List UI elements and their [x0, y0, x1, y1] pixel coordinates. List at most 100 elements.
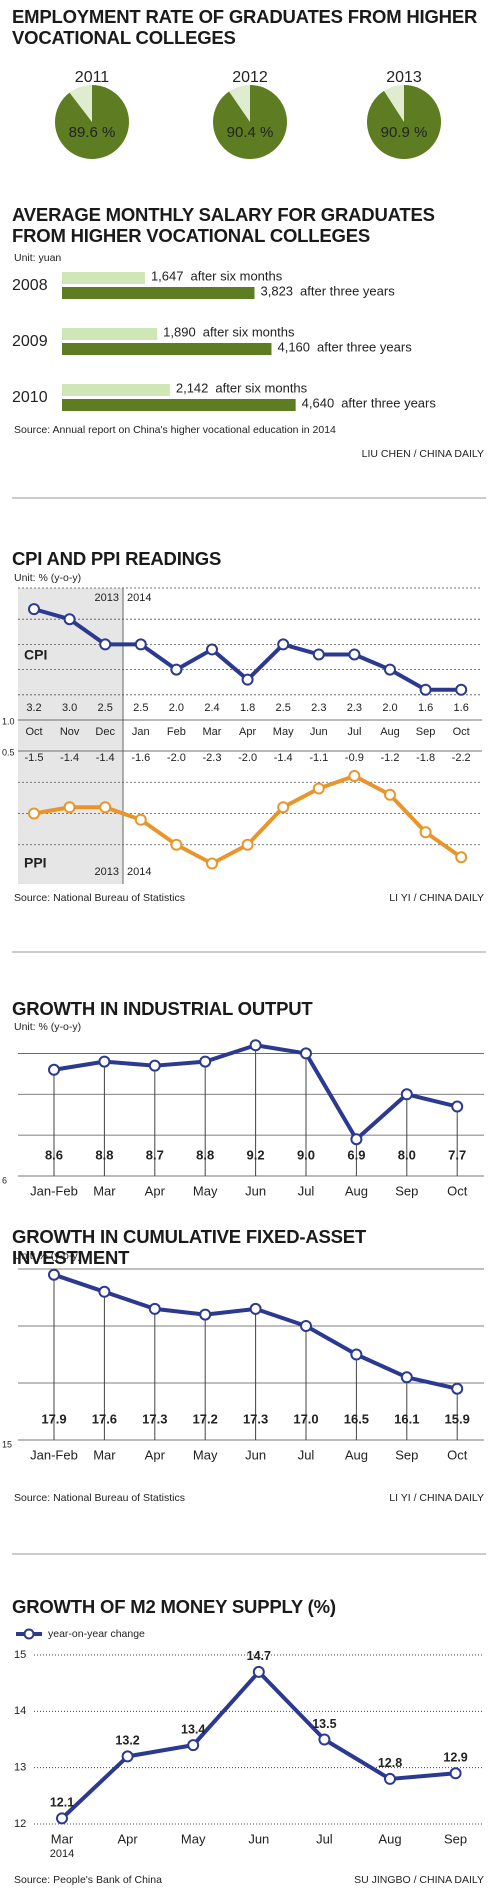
- data-point: [455, 683, 468, 696]
- y-tick-label: 13: [14, 1762, 26, 1774]
- data-point: [48, 1268, 60, 1281]
- data-point: [199, 1308, 212, 1321]
- x-tick-label: May: [193, 1183, 218, 1198]
- x-tick-label: Oct: [447, 1183, 468, 1198]
- value-label: 2.3: [347, 702, 362, 714]
- data-point: [384, 663, 396, 676]
- source: Source: National Bureau of Statistics: [14, 892, 185, 904]
- value-label: 2.5: [276, 702, 291, 714]
- value-label: 15.9: [445, 1411, 470, 1426]
- y-tick-label: 15: [2, 1439, 12, 1449]
- data-point: [384, 1772, 396, 1785]
- value-label: 13.2: [115, 1734, 139, 1748]
- x-tick-label: Sep: [416, 726, 436, 738]
- bar-series-label: after six months: [215, 380, 307, 395]
- year-label: 2014: [127, 866, 151, 878]
- value-label: 8.8: [95, 1147, 113, 1162]
- pie-value-label: 90.4 %: [227, 124, 274, 141]
- value-label: 16.5: [344, 1411, 369, 1426]
- y-tick-label: 15: [14, 1649, 26, 1661]
- data-point: [48, 1063, 60, 1076]
- value-label: 8.7: [146, 1147, 164, 1162]
- data-point: [350, 1133, 363, 1146]
- x-tick-label: Jun: [245, 1447, 266, 1462]
- value-label: -2.0: [167, 752, 186, 764]
- value-label: 9.0: [297, 1147, 315, 1162]
- x-tick-label: Oct: [25, 726, 42, 738]
- y-tick-label: 0.5: [2, 747, 15, 757]
- data-point: [277, 801, 290, 814]
- value-label: 17.2: [193, 1411, 218, 1426]
- x-tick-label: Jan: [132, 726, 150, 738]
- pie-slice: [213, 85, 288, 159]
- value-label: -1.6: [131, 752, 150, 764]
- data-point: [170, 838, 183, 851]
- data-point: [419, 826, 432, 839]
- source: Source: Annual report on China's higher …: [14, 424, 336, 436]
- pie-year: 2011: [75, 69, 110, 86]
- data-point: [206, 857, 218, 870]
- data-point: [451, 1100, 464, 1113]
- bar-series-label: after three years: [300, 283, 395, 298]
- bar-series-label: after six months: [203, 324, 295, 339]
- data-point: [451, 1382, 464, 1395]
- x-tick-label: Aug: [378, 1831, 401, 1846]
- pie-slice: [54, 85, 129, 159]
- data-point: [300, 1320, 312, 1332]
- value-label: 1.6: [454, 702, 469, 714]
- y-tick-label: 6: [2, 1175, 7, 1185]
- data-point: [206, 643, 218, 656]
- x-tick-label: Apr: [117, 1831, 138, 1846]
- unit-label: Unit: yuan: [14, 252, 61, 264]
- year-label: 2013: [95, 866, 119, 878]
- data-point: [455, 851, 468, 864]
- pie-year: 2012: [232, 69, 268, 86]
- value-label: -1.2: [381, 752, 400, 764]
- x-tick-label: Nov: [60, 726, 80, 738]
- data-point: [350, 1348, 363, 1361]
- value-label: 2.3: [311, 702, 326, 714]
- category-label: 2010: [12, 389, 48, 406]
- data-point: [384, 788, 396, 801]
- x-tick-label: Jul: [298, 1183, 315, 1198]
- value-label: 3.0: [62, 702, 77, 714]
- chart-title: CPI AND PPI READINGS: [12, 548, 222, 569]
- data-point: [121, 1750, 134, 1763]
- y-tick-label: 1.0: [2, 716, 15, 726]
- data-point: [28, 807, 40, 820]
- x-tick-label: Aug: [345, 1183, 368, 1198]
- data-point: [199, 1055, 212, 1068]
- value-label: -1.8: [416, 752, 435, 764]
- bar: [62, 343, 272, 355]
- credit: LIU CHEN / CHINA DAILY: [362, 448, 484, 460]
- year-label: 2013: [95, 592, 119, 604]
- value-label: -1.4: [274, 752, 293, 764]
- data-point: [312, 648, 325, 661]
- x-tick-label: Jan-Feb: [30, 1183, 78, 1198]
- value-label: -2.3: [203, 752, 222, 764]
- source: Source: National Bureau of Statistics: [14, 1492, 185, 1504]
- x-tick-label: May: [181, 1831, 206, 1846]
- pie-year: 2013: [386, 69, 422, 86]
- bar: [62, 399, 296, 411]
- x-tick-label: Jul: [347, 726, 361, 738]
- value-label: -1.4: [60, 752, 79, 764]
- shaded-period: [18, 588, 123, 884]
- x-tick-label: Aug: [345, 1447, 368, 1462]
- chart-title: GROWTH OF M2 MONEY SUPPLY (%): [12, 1596, 336, 1617]
- x-tick-label: Oct: [453, 726, 470, 738]
- value-label: 2.5: [133, 702, 148, 714]
- x-tick-label: Mar: [203, 726, 222, 738]
- x-tick-label: Apr: [145, 1183, 166, 1198]
- value-label: 7.7: [448, 1147, 466, 1162]
- value-label: 9.2: [247, 1147, 265, 1162]
- value-label: 8.0: [398, 1147, 416, 1162]
- x-tick-label: Oct: [447, 1447, 468, 1462]
- series-label: CPI: [24, 647, 47, 663]
- legend-marker: [23, 1628, 35, 1640]
- value-label: 14.7: [247, 1649, 271, 1663]
- x-tick-label: Jul: [316, 1831, 333, 1846]
- data-point: [28, 603, 40, 616]
- data-point: [98, 1285, 111, 1298]
